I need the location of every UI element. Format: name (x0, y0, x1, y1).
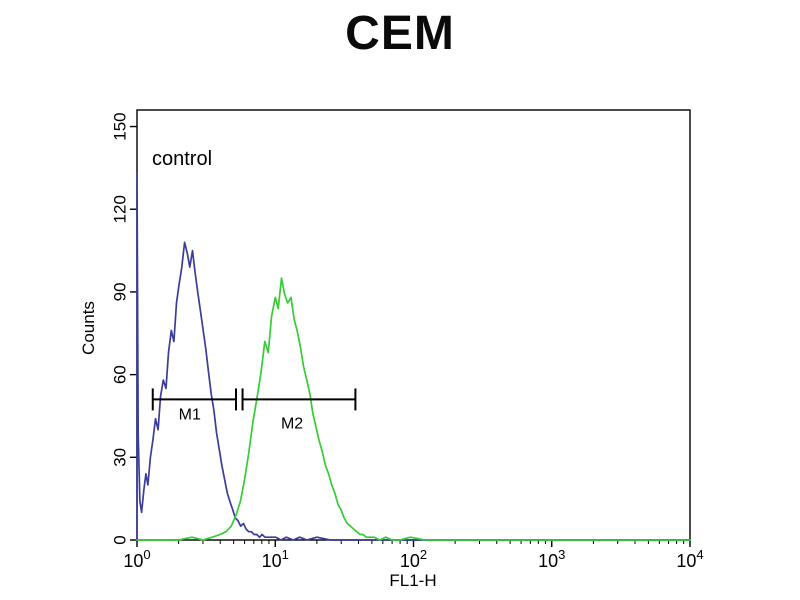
x-tick-label: 103 (538, 547, 565, 571)
gate-label: M1 (179, 406, 201, 423)
chart-title: CEM (345, 7, 455, 60)
y-tick-label: 90 (111, 282, 130, 301)
x-axis: 100 101 102 103 104 (123, 540, 704, 571)
gate-label: M2 (281, 415, 303, 432)
curve-control (136, 172, 691, 541)
x-tick-label: 100 (123, 547, 150, 571)
y-tick-label: 30 (111, 448, 130, 467)
y-tick-label: 60 (111, 365, 130, 384)
y-tick-label: 150 (111, 112, 130, 140)
y-axis-label: Counts (79, 301, 98, 355)
y-axis: 0 30 60 90 120 150 (111, 112, 137, 545)
curve-sample (136, 277, 691, 541)
x-axis-label: FL1-H (389, 571, 436, 590)
plot-frame (136, 109, 691, 541)
x-tick-label: 102 (400, 547, 427, 571)
y-tick-label: 120 (111, 195, 130, 223)
x-tick-label: 104 (676, 547, 703, 571)
annotation-control: control (152, 148, 212, 170)
gate-m2: M2 (241, 388, 357, 432)
x-tick-label: 101 (262, 547, 289, 571)
gate-m1: M1 (151, 388, 237, 423)
y-tick-label: 0 (111, 535, 130, 544)
